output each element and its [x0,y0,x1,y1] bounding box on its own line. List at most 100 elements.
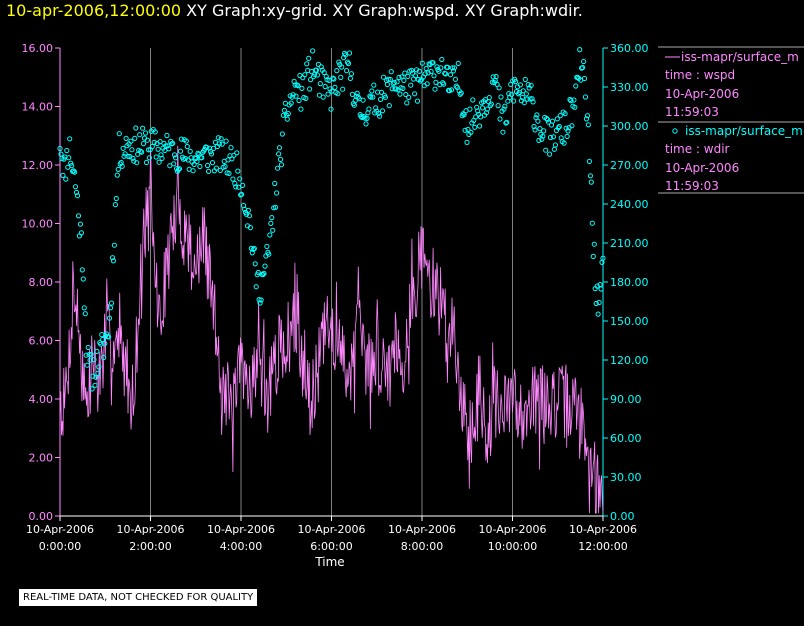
wdir-point [539,136,545,142]
wdir-point [595,311,601,317]
wdir-point [510,98,517,104]
wdir-point [187,148,193,154]
wdir-point [170,140,176,146]
legend-wdir-variable: time : wdir [665,142,730,156]
wdir-point [268,220,274,226]
wdir-point [276,145,283,151]
left-tick-label: 4.00 [29,393,54,406]
x-axis-label: Time [314,555,344,569]
wdir-point [93,374,99,380]
right-tick-label: 60.00 [610,432,642,445]
wdir-point [412,73,419,79]
right-tick-label: 300.00 [610,120,649,133]
wdir-point [581,75,588,82]
wdir-point [284,116,290,122]
wdir-point [256,297,262,303]
left-tick-label: 10.00 [22,218,54,231]
legend-wspd-date: 10-Apr-2006 [665,87,739,101]
wdir-point [351,102,357,108]
left-tick-label: 2.00 [29,452,54,465]
wdir-point [219,141,225,147]
wdir-point [371,82,377,88]
wdir-point [336,59,342,65]
wdir-point [401,77,407,84]
wdir-point [547,134,554,141]
wdir-point [120,145,126,151]
wdir-point [115,166,121,172]
wdir-point [449,65,455,71]
wdir-point [468,129,474,135]
wdir-point [321,70,327,76]
wdir-point [164,132,170,139]
wdir-point [172,152,178,158]
wdir-point [285,111,291,117]
wdir-point [345,60,352,67]
wdir-point [223,138,229,144]
wdir-point [501,106,507,112]
wdir-point [234,150,240,156]
x-tick-date: 10-Apr-2006 [388,523,456,536]
wdir-point [258,297,264,303]
wdir-point [461,112,467,118]
wdir-point [460,111,466,117]
wdir-point [72,184,79,190]
wdir-point [75,213,82,219]
wdir-point [564,133,570,139]
wdir-point [79,267,85,273]
wdir-point [183,138,189,144]
wdir-point [335,91,341,97]
wdir-point [585,122,592,128]
wdir-point [334,68,340,74]
wdir-point [205,162,211,169]
wdir-point [523,91,529,97]
right-tick-label: 210.00 [610,237,649,250]
legend-wdir-swatch [672,128,678,134]
wdir-point [589,220,595,226]
wdir-point [266,251,272,257]
wdir-point [209,160,216,166]
wdir-point [159,155,165,161]
wdir-point [588,179,594,185]
wdir-point [423,65,429,72]
wdir-point [310,48,316,54]
wdir-point [320,94,326,100]
wdir-point [363,121,369,127]
wdir-point [328,106,334,112]
wdir-point [370,94,376,100]
wdir-point [167,163,173,169]
wdir-point [151,139,157,145]
wdir-point [267,232,273,238]
legend-wdir-date: 10-Apr-2006 [665,161,739,175]
wdir-point [378,89,385,95]
wdir-point [85,344,91,351]
legend-wdir-name: iss-mapr/surface_m [685,124,803,138]
wdir-point [475,108,481,114]
wdir-point [387,76,393,83]
graph-names: XY Graph:xy-grid. XY Graph:wspd. XY Grap… [181,1,583,20]
wdir-point [530,99,536,105]
wdir-point [260,271,266,278]
wdir-point [522,76,528,83]
wdir-point [281,107,287,113]
right-tick-label: 270.00 [610,159,649,172]
wdir-point [451,65,457,71]
wdir-point [577,47,583,53]
wdir-point [443,71,449,77]
wdir-point [153,154,159,160]
wdir-point [325,91,331,97]
wdir-point [279,131,285,137]
wdir-point [414,98,421,104]
graph-timestamp: 10-apr-2006,12:00:00 [6,1,182,20]
x-tick-date: 10-Apr-2006 [116,523,184,536]
wdir-point [156,159,162,165]
wdir-point [195,150,201,156]
x-tick-time: 4:00:00 [220,540,262,553]
right-tick-label: 360.00 [610,42,649,55]
wdir-point [391,80,397,86]
wdir-point [206,168,212,174]
wdir-point [90,373,96,379]
wdir-point [525,82,531,88]
x-tick-time: 8:00:00 [401,540,443,553]
wdir-point [488,101,494,107]
